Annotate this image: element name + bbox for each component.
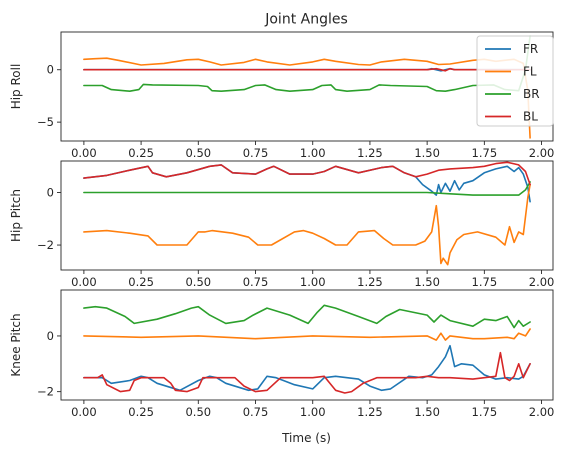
legend-entry-br: BR xyxy=(485,87,540,101)
x-tick-label-knee-pitch: 1.25 xyxy=(357,405,383,419)
x-tick-label-hip-pitch: 0.50 xyxy=(185,275,211,289)
y-axis-label-knee-pitch: Knee Pitch xyxy=(9,313,23,376)
x-tick-label-knee-pitch: 0.75 xyxy=(243,405,269,419)
series-line-hip-roll-br xyxy=(83,35,531,92)
series-line-knee-pitch-br xyxy=(83,304,531,329)
x-tick-label-hip-roll: 0.75 xyxy=(243,146,269,160)
x-tick-label-hip-pitch: 2.00 xyxy=(529,275,555,289)
legend-entry-fr: FR xyxy=(485,42,538,56)
series-group-knee-pitch xyxy=(83,304,531,394)
legend-entry-bl: BL xyxy=(485,110,538,124)
x-tick-label-hip-pitch: 1.50 xyxy=(414,275,440,289)
x-tick-label-knee-pitch: 2.00 xyxy=(529,405,555,419)
series-line-hip-pitch-br xyxy=(83,181,531,196)
y-tick-label-knee-pitch: 0 xyxy=(47,329,54,343)
x-tick-label-knee-pitch: 0.50 xyxy=(185,405,211,419)
x-tick-label-hip-pitch: 0.00 xyxy=(71,275,97,289)
plot-frame-hip-pitch xyxy=(60,160,554,271)
chart-title: Joint Angles xyxy=(264,12,348,28)
y-axis-label-hip-roll: Hip Roll xyxy=(9,64,23,110)
y-tick-label-knee-pitch: −2 xyxy=(37,385,54,399)
y-tick-label-hip-pitch: 0 xyxy=(47,186,54,200)
legend-label-bl: BL xyxy=(523,110,538,124)
series-line-knee-pitch-bl xyxy=(83,351,531,394)
x-tick-label-hip-roll: 1.75 xyxy=(472,146,498,160)
subplot-knee-pitch: 0.00 0.25 0.50 0.75 1.00 1.25 1.50 1.75 2.00 −2 0 K… xyxy=(9,289,555,419)
x-tick-label-hip-roll: 2.00 xyxy=(529,146,555,160)
x-tick-label-knee-pitch: 1.00 xyxy=(300,405,326,419)
series-line-hip-roll-bl xyxy=(83,67,531,72)
x-tick-label-hip-roll: 1.50 xyxy=(414,146,440,160)
legend-label-fl: FL xyxy=(523,65,537,79)
x-tick-label-hip-roll: 1.00 xyxy=(300,146,326,160)
series-line-knee-pitch-fl xyxy=(83,328,531,341)
series-line-hip-pitch-fl xyxy=(83,183,531,266)
x-tick-label-hip-pitch: 1.75 xyxy=(472,275,498,289)
subplot-hip-pitch: 0.00 0.25 0.50 0.75 1.00 1.25 1.50 1.75 2.00 −2 0 H… xyxy=(9,160,555,289)
subplots: 0.00 0.25 0.50 0.75 1.00 1.25 1.50 1.75 2.00 −5 0 H… xyxy=(9,31,555,419)
x-tick-label-hip-roll: 0.50 xyxy=(185,146,211,160)
x-axis-label: Time (s) xyxy=(281,431,331,445)
series-line-hip-pitch-bl xyxy=(83,161,531,186)
x-tick-label-hip-pitch: 1.00 xyxy=(300,275,326,289)
subplot-hip-roll: 0.00 0.25 0.50 0.75 1.00 1.25 1.50 1.75 2.00 −5 0 H… xyxy=(9,31,555,160)
x-tick-label-knee-pitch: 1.50 xyxy=(414,405,440,419)
x-tick-label-hip-pitch: 0.75 xyxy=(243,275,269,289)
x-tick-label-hip-pitch: 1.25 xyxy=(357,275,383,289)
series-group-hip-roll xyxy=(83,35,531,139)
y-tick-label-hip-pitch: −2 xyxy=(37,238,54,252)
x-tick-label-hip-pitch: 0.25 xyxy=(128,275,154,289)
x-tick-label-hip-roll: 1.25 xyxy=(357,146,383,160)
y-tick-label-hip-roll: 0 xyxy=(47,63,54,77)
x-tick-label-knee-pitch: 1.75 xyxy=(472,405,498,419)
series-line-knee-pitch-fr xyxy=(83,344,531,392)
x-tick-label-hip-roll: 0.00 xyxy=(71,146,97,160)
legend: FR FL BR BL xyxy=(476,35,554,127)
legend-label-fr: FR xyxy=(523,42,538,56)
x-tick-label-knee-pitch: 0.25 xyxy=(128,405,154,419)
x-tick-label-knee-pitch: 0.00 xyxy=(71,405,97,419)
y-tick-label-hip-roll: −5 xyxy=(37,115,54,129)
series-group-hip-pitch xyxy=(83,161,531,266)
plot-frame-knee-pitch xyxy=(60,289,554,401)
legend-label-br: BR xyxy=(523,87,540,101)
y-axis-label-hip-pitch: Hip Pitch xyxy=(9,189,23,242)
legend-box xyxy=(476,35,554,127)
x-tick-label-hip-roll: 0.25 xyxy=(128,146,154,160)
legend-entry-fl: FL xyxy=(485,65,537,79)
